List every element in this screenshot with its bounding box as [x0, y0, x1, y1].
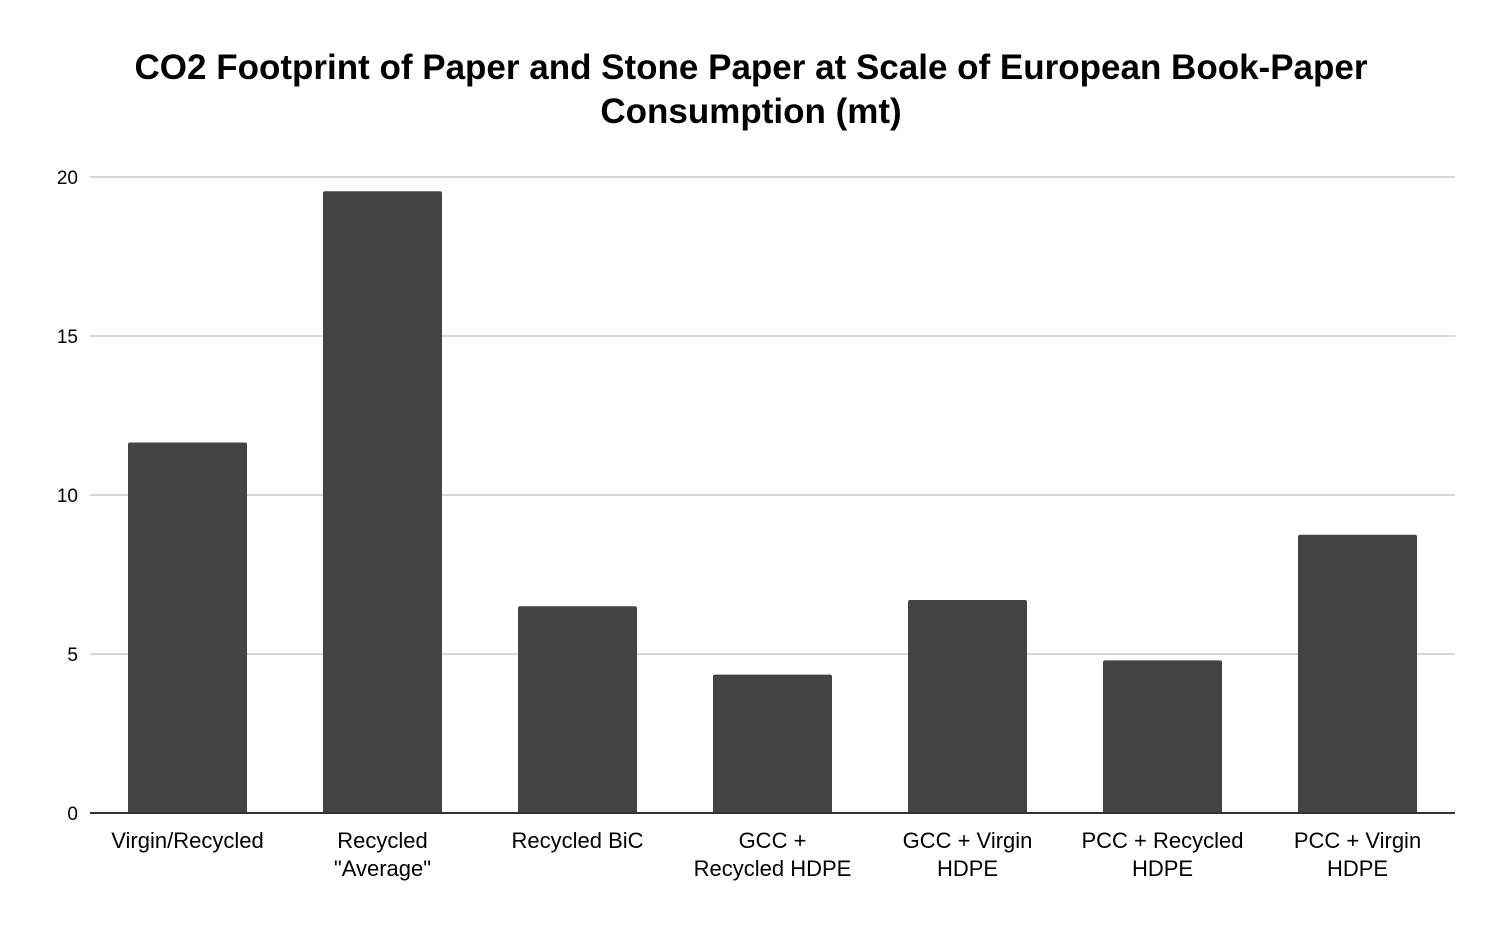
y-tick-label: 5: [67, 645, 78, 666]
x-tick-label: Virgin/Recycled: [111, 828, 263, 853]
y-tick-label: 15: [57, 327, 78, 348]
chart-title: CO2 Footprint of Paper and Stone Paper a…: [0, 46, 1502, 134]
bar: [1298, 534, 1417, 813]
bar: [323, 191, 442, 813]
x-tick-label: "Average": [334, 856, 431, 881]
chart-title-line-1: CO2 Footprint of Paper and Stone Paper a…: [134, 48, 1368, 87]
bar: [713, 674, 832, 813]
grid-layer: [90, 176, 1455, 655]
x-tick-label: HDPE: [937, 856, 998, 881]
label-layer: 0 5 10 15 20 Virgin/Recycled Recycled "Average"…: [57, 168, 1421, 881]
bar: [908, 599, 1027, 813]
x-tick-label: Recycled HDPE: [694, 856, 852, 881]
x-tick-label: HDPE: [1132, 856, 1193, 881]
bar: [1103, 660, 1222, 813]
y-tick-label: 0: [67, 804, 78, 825]
x-tick-label: Recycled BiC: [511, 828, 643, 853]
x-tick-label: HDPE: [1327, 856, 1388, 881]
y-tick-label: 10: [57, 486, 78, 507]
x-tick-label: PCC + Virgin: [1294, 828, 1421, 853]
x-tick-label: GCC + Virgin: [903, 828, 1033, 853]
bar: [518, 606, 637, 813]
x-tick-label: PCC + Recycled: [1081, 828, 1243, 853]
y-tick-label: 20: [57, 168, 78, 189]
x-tick-label: Recycled: [337, 828, 427, 853]
bar: [128, 442, 247, 813]
chart-title-line-2: Consumption (mt): [600, 92, 902, 131]
x-tick-label: GCC +: [739, 828, 807, 853]
bar-layer: [128, 191, 1417, 813]
